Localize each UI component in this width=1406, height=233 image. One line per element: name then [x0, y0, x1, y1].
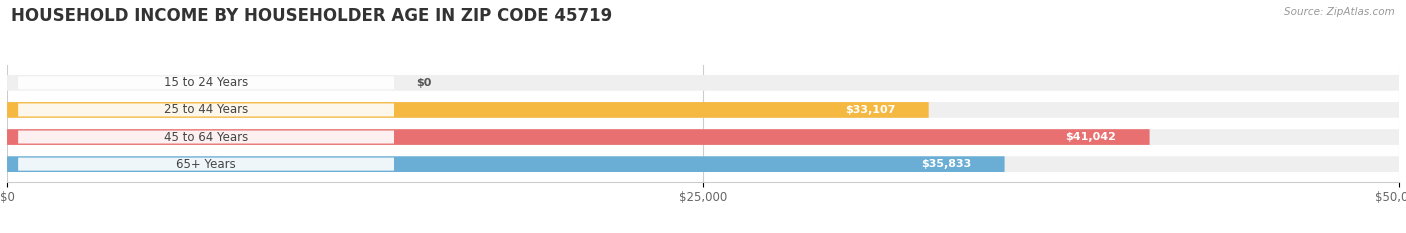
FancyBboxPatch shape	[7, 102, 1399, 118]
FancyBboxPatch shape	[7, 75, 1399, 91]
FancyBboxPatch shape	[7, 102, 929, 118]
FancyBboxPatch shape	[7, 156, 1399, 172]
Text: $0: $0	[416, 78, 432, 88]
Text: $33,107: $33,107	[845, 105, 896, 115]
Text: 45 to 64 Years: 45 to 64 Years	[165, 130, 249, 144]
FancyBboxPatch shape	[18, 103, 394, 116]
Text: $41,042: $41,042	[1066, 132, 1116, 142]
Text: HOUSEHOLD INCOME BY HOUSEHOLDER AGE IN ZIP CODE 45719: HOUSEHOLD INCOME BY HOUSEHOLDER AGE IN Z…	[11, 7, 613, 25]
Text: Source: ZipAtlas.com: Source: ZipAtlas.com	[1284, 7, 1395, 17]
Text: 15 to 24 Years: 15 to 24 Years	[165, 76, 249, 89]
FancyBboxPatch shape	[18, 76, 394, 89]
FancyBboxPatch shape	[18, 130, 394, 144]
Text: 65+ Years: 65+ Years	[176, 158, 236, 171]
FancyBboxPatch shape	[7, 156, 1004, 172]
Text: $35,833: $35,833	[921, 159, 972, 169]
FancyBboxPatch shape	[18, 158, 394, 171]
FancyBboxPatch shape	[7, 129, 1399, 145]
Text: 25 to 44 Years: 25 to 44 Years	[165, 103, 249, 116]
FancyBboxPatch shape	[7, 129, 1150, 145]
